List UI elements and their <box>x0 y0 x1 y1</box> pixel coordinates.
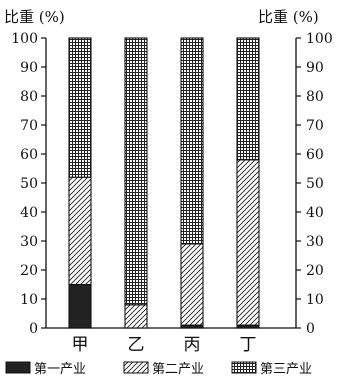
bar-segment-1-diagonal <box>68 176 92 286</box>
bar-segment-3-diagonal <box>180 243 204 326</box>
x-axis-labels: 甲乙丙丁 <box>72 335 257 355</box>
y-tick-label-right: 30 <box>306 234 324 250</box>
y-tick-label-left: 30 <box>20 234 38 250</box>
bar-segment-2-grid <box>124 37 148 306</box>
y-tick-label-right: 70 <box>306 118 324 134</box>
y-tick-label-right: 50 <box>306 176 324 192</box>
bar-segment-2-diagonal <box>124 304 148 329</box>
y-tick-label-left: 90 <box>20 60 38 76</box>
x-tick-label: 乙 <box>128 335 145 355</box>
y-tick-label-left: 100 <box>11 31 38 47</box>
y-tick-label-right: 60 <box>306 147 324 163</box>
y-tick-label-left: 70 <box>20 118 38 134</box>
y-axis-right: 0 10 20 30 40 50 60 70 80 90 100 <box>296 31 333 337</box>
y-tick-label-left: 60 <box>20 147 38 163</box>
y-tick-label-right: 10 <box>306 292 324 308</box>
x-tick-label: 甲 <box>72 335 89 355</box>
y-tick-label-left: 10 <box>20 292 38 308</box>
y-tick-label-right: 80 <box>306 89 324 105</box>
legend-swatch-diagonal <box>123 361 149 374</box>
bar-segment-1-grid <box>68 37 92 178</box>
y-tick-label-right: 100 <box>306 31 333 47</box>
x-tick-label: 丙 <box>184 335 201 355</box>
bar-segment-4-diagonal <box>236 159 260 326</box>
legend-label: 第二产业 <box>152 362 204 377</box>
legend: 第一产业 第二产业 第三产业 <box>5 361 312 377</box>
y-axis-left: 0 10 20 30 40 50 60 70 80 90 100 <box>11 31 46 337</box>
legend-label: 第三产业 <box>260 362 312 377</box>
y-axis-label-right: 比重 (%) <box>258 8 319 26</box>
y-tick-label-left: 50 <box>20 176 38 192</box>
bar-segment-3-grid <box>180 37 204 245</box>
bar-segment-4-grid <box>236 37 260 161</box>
legend-swatch-solid <box>5 361 31 374</box>
y-tick-label-left: 40 <box>20 205 38 221</box>
x-tick-label: 丁 <box>240 335 257 355</box>
bars <box>68 37 260 329</box>
y-tick-label-left: 80 <box>20 89 38 105</box>
y-tick-label-right: 90 <box>306 60 324 76</box>
legend-label: 第一产业 <box>34 362 86 377</box>
y-tick-label-right: 20 <box>306 263 324 279</box>
legend-swatch-grid <box>231 361 257 374</box>
y-tick-label-right: 40 <box>306 205 324 221</box>
y-tick-label-left: 0 <box>29 321 38 337</box>
bar-segment-1-solid <box>68 283 92 329</box>
y-axis-label-left: 比重 (%) <box>4 8 65 26</box>
y-tick-label-left: 20 <box>20 263 38 279</box>
y-tick-label-right: 0 <box>306 321 315 337</box>
